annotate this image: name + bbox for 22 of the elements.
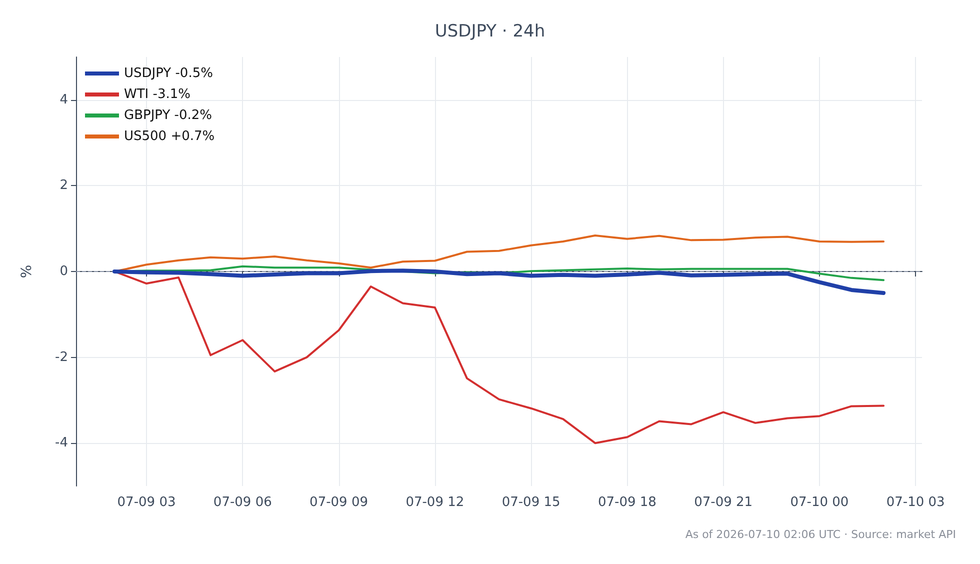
line-series <box>112 268 886 295</box>
legend-label: US500 +0.7% <box>124 129 215 144</box>
y-tick-label: 0 <box>60 264 68 279</box>
x-tick-label: 07-09 15 <box>502 495 560 510</box>
y-axis-title: % <box>19 264 35 278</box>
x-tick-label: 07-10 03 <box>886 495 945 510</box>
legend-label: WTI -3.1% <box>124 87 190 102</box>
y-tick-label: 2 <box>60 178 68 194</box>
chart-title: USDJPY · 24h <box>434 22 546 42</box>
legend-label: GBPJPY -0.2% <box>124 108 212 123</box>
x-tick-label: 07-09 12 <box>406 495 464 510</box>
x-tick-label: 07-10 00 <box>790 495 849 510</box>
x-tick-label: 07-09 18 <box>598 495 656 510</box>
x-tick-label: 07-09 06 <box>213 495 272 510</box>
legend-label: USDJPY -0.5% <box>124 66 213 81</box>
y-tick-label: -4 <box>55 436 68 451</box>
x-tick-label: 07-09 21 <box>694 495 753 510</box>
y-tick-label: -2 <box>55 350 68 365</box>
y-tick-label: 4 <box>60 92 68 108</box>
text: As of 2026-07-10 02:06 UTC · Source: market API <box>685 528 956 541</box>
x-tick-label: 07-09 09 <box>310 495 368 510</box>
x-tick-label: 07-09 03 <box>117 495 176 510</box>
